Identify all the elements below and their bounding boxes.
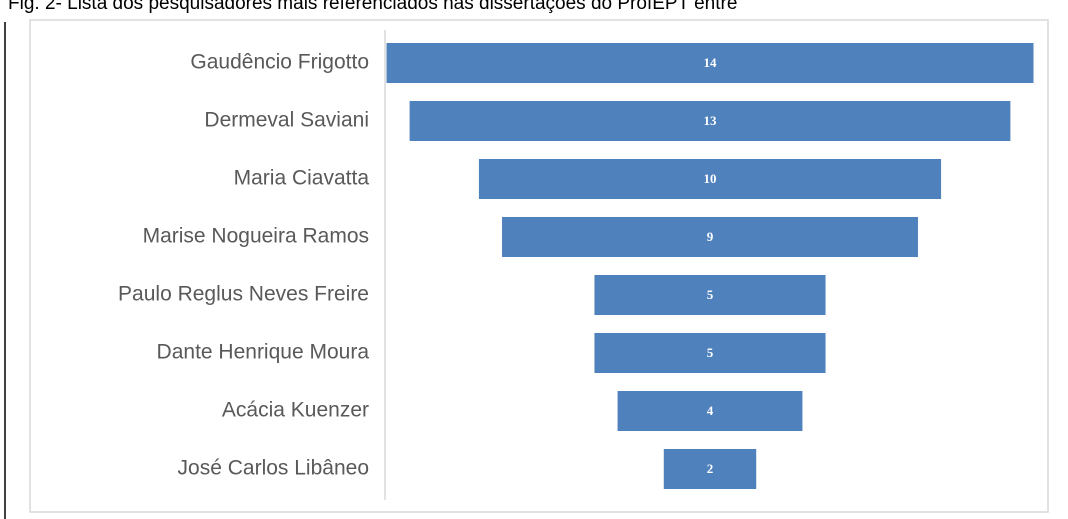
category-label: Paulo Reglus Neves Freire: [118, 283, 369, 306]
bar: [663, 449, 757, 489]
bar: [502, 217, 918, 257]
bar: [594, 333, 826, 373]
value-label: 14: [704, 55, 718, 70]
bar: [386, 43, 1034, 83]
value-label: 4: [707, 403, 714, 418]
category-label: Dante Henrique Moura: [157, 341, 370, 364]
category-label: Marise Nogueira Ramos: [143, 225, 369, 248]
value-label: 5: [707, 287, 714, 302]
value-label: 13: [704, 113, 718, 128]
value-label: 9: [707, 229, 714, 244]
category-label: Maria Ciavatta: [234, 167, 370, 190]
category-label: Acácia Kuenzer: [222, 399, 369, 422]
plot-border: [29, 19, 1049, 513]
category-label: José Carlos Libâneo: [178, 457, 369, 480]
category-label: Dermeval Saviani: [204, 109, 369, 132]
category-label: Gaudêncio Frigotto: [190, 51, 369, 74]
bar: [409, 101, 1011, 141]
chart-title: Fig. 2- Lista dos pesquisadores mais ref…: [8, 0, 737, 14]
value-label: 2: [707, 461, 714, 476]
bar: [594, 275, 826, 315]
value-label: 10: [704, 171, 717, 186]
bar: [478, 159, 942, 199]
value-label: 5: [707, 345, 714, 360]
bar: [617, 391, 803, 431]
